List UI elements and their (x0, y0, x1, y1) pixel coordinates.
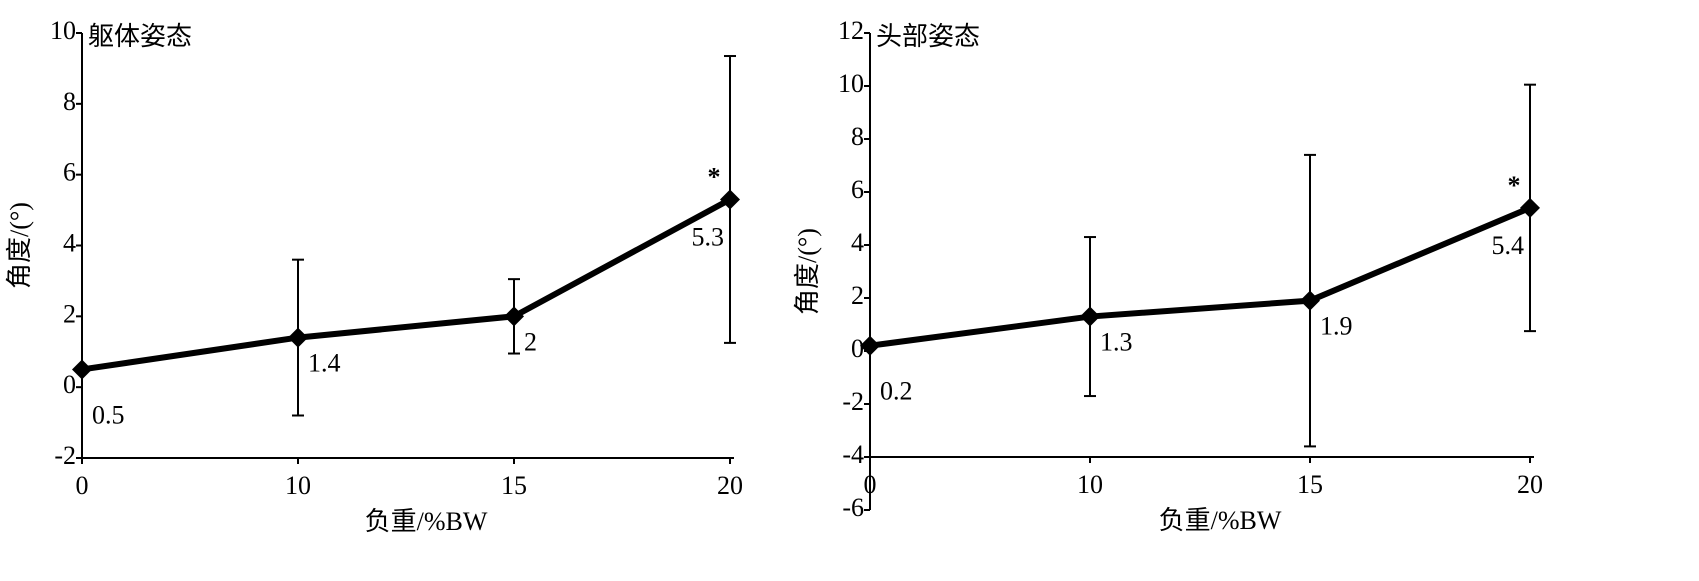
y-tick-label: 10 (838, 69, 864, 98)
y-axis-label: 角度/(°) (5, 202, 34, 289)
x-tick-label: 15 (1297, 470, 1323, 499)
y-tick-label: 8 (63, 87, 76, 116)
marker (1300, 290, 1320, 311)
chart-title: 躯体姿态 (88, 22, 192, 51)
x-tick-label: 15 (501, 471, 527, 500)
y-tick-label: 12 (838, 16, 864, 45)
marker (288, 327, 308, 348)
line (81, 196, 732, 373)
y-axis-label: 角度/(°) (793, 228, 822, 315)
marker (860, 335, 880, 356)
data-label: 5.3 (692, 222, 725, 251)
y-tick-label: 4 (851, 228, 864, 257)
y-tick-label: -2 (54, 441, 76, 470)
line (869, 205, 1532, 349)
data-label: 1.4 (308, 349, 341, 378)
x-tick-label: 20 (1517, 470, 1543, 499)
y-tick-label: 0 (851, 334, 864, 363)
y-tick-label: -6 (842, 493, 864, 522)
x-axis-label: 负重/%BW (1159, 506, 1282, 535)
marker (720, 189, 740, 210)
y-tick-label: 2 (63, 299, 76, 328)
y-tick-label: 2 (851, 281, 864, 310)
data-label: 2 (524, 327, 537, 356)
marker (504, 306, 524, 327)
marker (1080, 306, 1100, 327)
marker (72, 359, 92, 380)
y-tick-label: 6 (851, 175, 864, 204)
y-tick-label: 10 (50, 16, 76, 45)
y-tick-label: -2 (842, 387, 864, 416)
x-tick-label: 10 (285, 471, 311, 500)
y-tick-label: 4 (63, 228, 76, 257)
marker (1520, 197, 1540, 218)
x-axis-label: 负重/%BW (365, 507, 488, 536)
x-tick-label: 0 (76, 471, 89, 500)
y-tick-label: 0 (63, 370, 76, 399)
y-tick-label: 6 (63, 158, 76, 187)
x-tick-label: 20 (717, 471, 743, 500)
y-tick-label: 8 (851, 122, 864, 151)
annotation: * (1508, 171, 1521, 200)
data-label: 1.3 (1100, 328, 1133, 357)
y-tick-label: -4 (842, 440, 864, 469)
x-tick-label: 10 (1077, 470, 1103, 499)
data-label: 0.2 (880, 377, 913, 406)
data-label: 5.4 (1492, 231, 1525, 260)
x-tick-label: 0 (864, 470, 877, 499)
data-label: 0.5 (92, 400, 125, 429)
data-label: 1.9 (1320, 312, 1353, 341)
annotation: * (708, 162, 721, 191)
chart-title: 头部姿态 (876, 22, 980, 51)
